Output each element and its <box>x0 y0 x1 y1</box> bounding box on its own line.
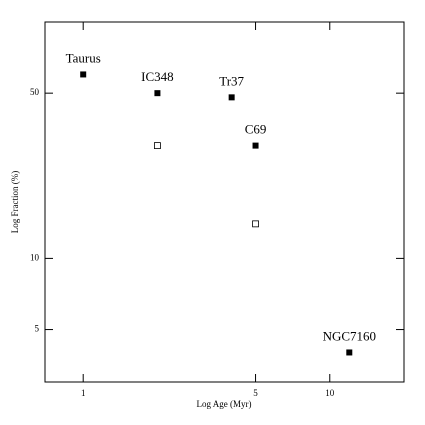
point-label: Tr37 <box>219 73 244 88</box>
x-tick-label: 5 <box>253 388 258 398</box>
point-label: IC348 <box>141 69 174 84</box>
point-label: Taurus <box>66 50 101 65</box>
data-point <box>252 220 259 228</box>
x-tick-label: 1 <box>81 388 86 398</box>
y-axis-title: Log Fraction (%) <box>10 171 20 233</box>
y-tick-label: 50 <box>30 87 40 97</box>
point-label: NGC7160 <box>323 328 376 343</box>
data-point <box>154 142 161 150</box>
data-point <box>154 90 161 97</box>
x-tick-label: 10 <box>325 388 335 398</box>
data-point <box>346 349 353 356</box>
point-label: C69 <box>245 122 267 137</box>
plot-frame <box>44 21 405 383</box>
y-tick-label: 5 <box>35 324 40 334</box>
x-axis-title: Log Age (Myr) <box>197 399 252 409</box>
data-point <box>80 71 87 78</box>
y-tick-label: 10 <box>30 252 40 262</box>
data-point <box>252 142 259 149</box>
data-point <box>228 94 235 101</box>
